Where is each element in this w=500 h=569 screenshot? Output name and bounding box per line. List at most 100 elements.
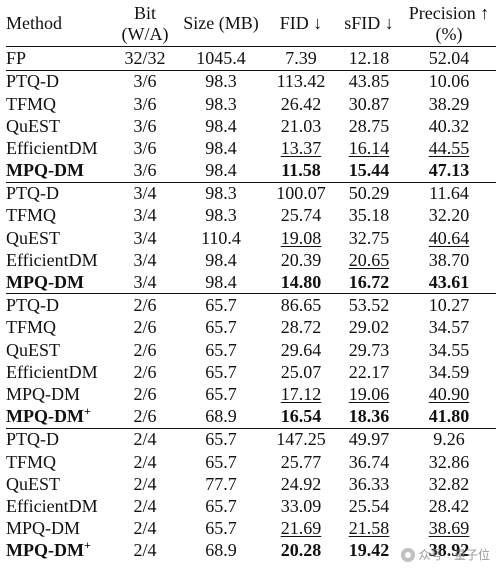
cell-size: 98.3 — [176, 181, 266, 205]
cell-sfid: 32.75 — [348, 227, 390, 248]
table-row: QuEST 3/6 98.4 21.03 28.75 40.32 — [6, 115, 496, 137]
cell-sfid: 35.18 — [348, 205, 390, 226]
cell-size: 68.9 — [205, 406, 237, 427]
cell-sfid: 30.87 — [348, 93, 390, 114]
cell-sfid: 19.42 — [348, 540, 390, 561]
cell-bit: 2/6 — [133, 383, 157, 404]
cell-size: 65.7 — [205, 383, 237, 404]
cell-bit: 2/4 — [114, 427, 176, 451]
cell-method: MPQ-DM+ — [6, 405, 114, 428]
wechat-icon — [400, 547, 415, 562]
cell-precision: 47.13 — [428, 160, 470, 181]
cell-bit: 3/4 — [133, 272, 157, 292]
cell-fid: 20.28 — [280, 540, 322, 561]
cell-sfid: 49.97 — [336, 427, 402, 451]
cell-bit: 2/4 — [133, 473, 157, 494]
cell-size: 65.7 — [176, 293, 266, 317]
cell-sfid: 50.29 — [336, 181, 402, 205]
cell-precision: 38.69 — [428, 518, 470, 539]
cell-bit: 2/4 — [133, 540, 157, 561]
header-row: Method Bit (W/A) Size (MB) FID ↓ sFID ↓ … — [6, 3, 496, 48]
table-row: MPQ-DM+ 2/4 68.9 20.28 19.42 38.92 — [6, 539, 496, 562]
cell-bit: 3/6 — [133, 115, 157, 136]
cell-precision: 38.29 — [428, 93, 470, 114]
cell-fid: 13.37 — [280, 137, 322, 158]
cell-method: MPQ-DM — [6, 383, 81, 404]
cell-method: TFMQ — [6, 93, 57, 114]
cell-bit: 2/6 — [133, 317, 157, 338]
cell-size: 98.4 — [205, 115, 237, 136]
cell-size: 98.4 — [205, 160, 237, 181]
header-bit: Bit (W/A) — [114, 3, 176, 48]
cell-size: 65.7 — [205, 361, 237, 382]
cell-fid: 26.42 — [280, 93, 322, 114]
cell-fid: 147.25 — [266, 427, 336, 451]
cell-size: 65.7 — [205, 495, 237, 516]
cell-bit: 3/4 — [114, 181, 176, 205]
cell-size: 98.3 — [176, 69, 266, 93]
cell-size: 65.7 — [176, 427, 266, 451]
header-bit-line1: Bit — [133, 3, 156, 23]
cell-size: 1045.4 — [196, 48, 246, 69]
header-bit-line2: (W/A) — [121, 23, 169, 44]
cell-precision: 40.32 — [428, 115, 470, 136]
cell-precision: 28.42 — [428, 495, 470, 516]
cell-fid: 28.72 — [280, 317, 322, 338]
cell-precision: 34.57 — [428, 317, 470, 338]
cell-bit: 32/32 — [124, 48, 166, 69]
cell-size: 110.4 — [201, 227, 241, 248]
cell-fid: 11.58 — [281, 160, 321, 181]
cell-sfid: 19.06 — [348, 383, 390, 404]
table-row: EfficientDM 3/6 98.4 13.37 16.14 44.55 — [6, 137, 496, 159]
header-precision: Precision ↑ (%) — [402, 3, 496, 48]
cell-method: MPQ-DM — [6, 518, 81, 539]
table-row: TFMQ 2/6 65.7 28.72 29.02 34.57 — [6, 317, 496, 339]
cell-fid: 21.69 — [280, 518, 322, 539]
cell-fid: 17.12 — [280, 383, 322, 404]
cell-fid: 33.09 — [280, 495, 322, 516]
cell-precision: 40.64 — [428, 227, 470, 248]
cell-sfid: 36.74 — [348, 451, 390, 472]
cell-sfid: 22.17 — [348, 361, 390, 382]
cell-precision: 10.06 — [402, 69, 496, 93]
cell-size: 65.7 — [205, 518, 237, 539]
cell-fid: 7.39 — [285, 48, 317, 69]
header-method: Method — [6, 3, 114, 48]
cell-bit: 2/4 — [133, 495, 157, 516]
cell-method: EfficientDM — [6, 137, 98, 158]
cell-bit: 2/6 — [133, 361, 157, 382]
table-row: MPQ-DM+ 2/6 68.9 16.54 18.36 41.80 — [6, 405, 496, 428]
cell-method-name: MPQ-DM — [6, 540, 84, 561]
cell-sfid: 12.18 — [348, 48, 390, 69]
cell-method: PTQ-D — [6, 181, 114, 205]
cell-precision: 38.92 — [428, 540, 470, 561]
header-precision-line2: (%) — [435, 23, 463, 44]
cell-size: 65.7 — [205, 451, 237, 472]
table-row: MPQ-DM 2/6 65.7 17.12 19.06 40.90 — [6, 383, 496, 405]
cell-precision: 32.20 — [428, 205, 470, 226]
watermark: 众号 · 量子位 — [400, 546, 490, 563]
cell-bit: 2/6 — [133, 406, 157, 427]
cell-sfid: 25.54 — [348, 495, 390, 516]
table-row: PTQ-D 3/4 98.3 100.07 50.29 11.64 — [6, 181, 496, 205]
cell-sfid: 16.72 — [348, 272, 390, 292]
cell-precision: 38.70 — [428, 249, 470, 270]
table-row: QuEST 2/6 65.7 29.64 29.73 34.55 — [6, 339, 496, 361]
cell-bit: 3/6 — [133, 93, 157, 114]
table-row: MPQ-DM 2/4 65.7 21.69 21.58 38.69 — [6, 517, 496, 539]
cell-method: PTQ-D — [6, 69, 114, 93]
cell-size: 65.7 — [205, 339, 237, 360]
cell-precision: 34.55 — [428, 339, 470, 360]
cell-size: 98.4 — [205, 272, 237, 292]
cell-bit: 2/6 — [133, 339, 157, 360]
table-row: EfficientDM 2/6 65.7 25.07 22.17 34.59 — [6, 361, 496, 383]
cell-method: QuEST — [6, 115, 60, 136]
cell-method: QuEST — [6, 227, 60, 248]
table-row: EfficientDM 3/4 98.4 20.39 20.65 38.70 — [6, 249, 496, 271]
cell-method: TFMQ — [6, 205, 57, 226]
cell-method: MPQ-DM — [6, 160, 84, 181]
cell-precision: 10.27 — [402, 293, 496, 317]
cell-method: EfficientDM — [6, 249, 98, 270]
cell-sfid: 15.44 — [348, 160, 390, 181]
cell-bit: 2/4 — [133, 451, 157, 472]
